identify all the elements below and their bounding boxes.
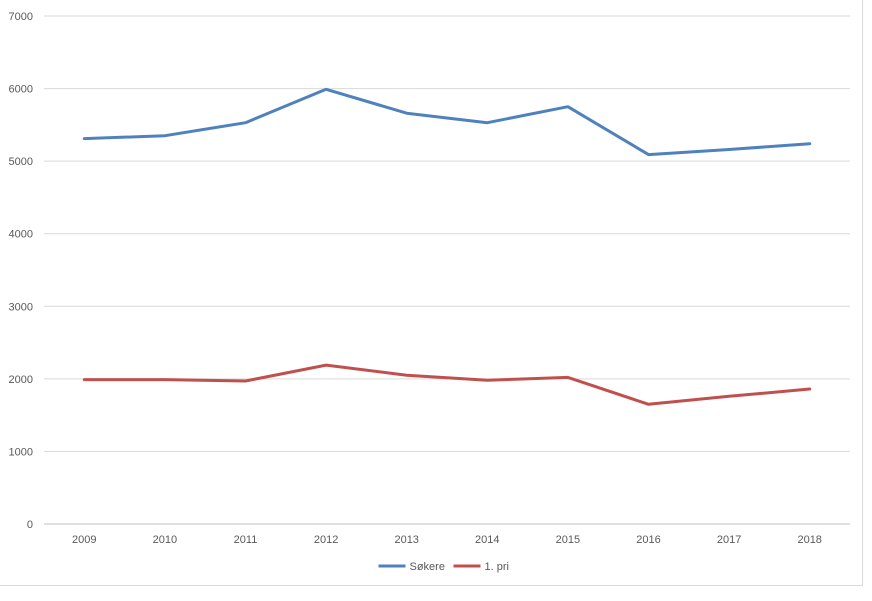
x-tick-label: 2017	[717, 534, 741, 546]
x-tick-label: 2013	[394, 534, 418, 546]
x-tick-label: 2014	[475, 534, 499, 546]
legend-label: Søkere	[410, 561, 445, 573]
x-tick-label: 2012	[314, 534, 338, 546]
x-tick-label: 2015	[556, 534, 580, 546]
x-tick-label: 2011	[234, 534, 258, 546]
x-tick-label: 2009	[72, 534, 96, 546]
y-tick-label: 5000	[9, 156, 33, 168]
x-tick-label: 2016	[636, 534, 660, 546]
series-line-1	[82, 87, 812, 157]
y-tick-label: 3000	[9, 301, 33, 313]
y-tick-label: 1000	[9, 446, 33, 458]
x-tick-label: 2010	[153, 534, 177, 546]
y-tick-label: 4000	[9, 229, 33, 241]
y-tick-label: 6000	[9, 84, 33, 96]
y-tick-label: 0	[27, 519, 33, 531]
chart-frame: 0 1000 2000 3000 4000 5000 6000 7000 2009 2010 201…	[0, 0, 863, 586]
line-chart: 0 1000 2000 3000 4000 5000 6000 7000 2009 2010 201…	[9, 11, 850, 573]
x-tick-label: 2018	[797, 534, 821, 546]
y-tick-label: 2000	[9, 374, 33, 386]
legend-label: 1. pri	[485, 561, 509, 573]
series-line-2	[82, 363, 812, 406]
y-tick-label: 7000	[9, 11, 33, 23]
